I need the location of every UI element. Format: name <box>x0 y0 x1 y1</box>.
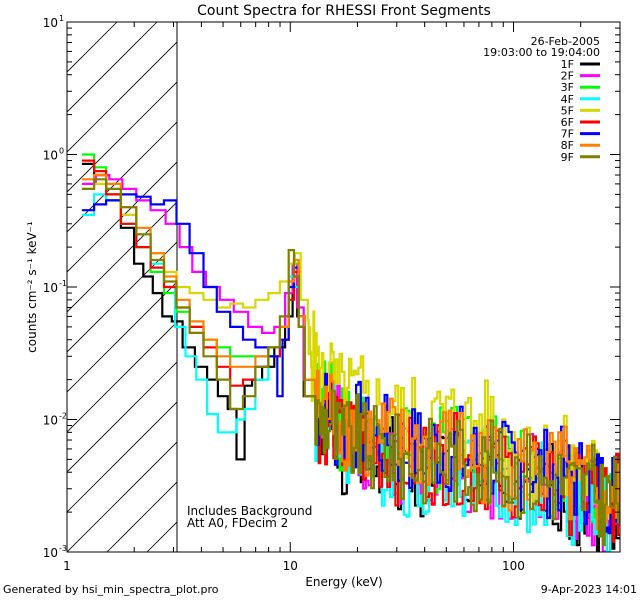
y-tick-label: 10 <box>43 16 58 30</box>
y-tick-label: 10 <box>43 414 58 428</box>
chart-title: Count Spectra for RHESSI Front Segments <box>197 3 491 19</box>
hatch-line <box>67 401 177 513</box>
x-tick-label: 100 <box>502 559 525 573</box>
legend-label-5F: 5F <box>561 104 574 117</box>
series-layer <box>81 153 620 552</box>
hatch-line <box>67 41 177 153</box>
annotation-background: Includes Background <box>187 504 312 518</box>
legend-label-8F: 8F <box>561 139 574 152</box>
legend-time-range: 19:03:00 to 19:04:00 <box>483 46 600 59</box>
plot-frame <box>66 21 621 553</box>
hatch-line <box>67 22 158 113</box>
x-tick-label: 10 <box>283 559 298 573</box>
y-tick-label: 10 <box>43 546 58 560</box>
hatch-line <box>67 241 177 353</box>
legend-label-2F: 2F <box>561 70 574 83</box>
x-tick-labels: 1 10 100 <box>63 559 525 573</box>
footer-generated-by: Generated by hsi_min_spectra_plot.pro <box>3 583 219 596</box>
y-axis-label: counts cm⁻² s⁻¹ keV⁻¹ <box>25 221 39 353</box>
legend-label-3F: 3F <box>561 81 574 94</box>
annotation-attenuator: Att A0, FDecim 2 <box>187 516 288 530</box>
axis-ticks <box>66 22 621 553</box>
hatch-line <box>67 201 177 313</box>
y-tick-exponent: 1 <box>59 14 64 23</box>
hatch-line <box>67 81 177 193</box>
hatch-line <box>67 441 177 552</box>
legend-label-6F: 6F <box>561 116 574 129</box>
series-line-9F <box>81 178 620 547</box>
legend-label-4F: 4F <box>561 93 574 106</box>
x-axis-label: Energy (keV) <box>305 575 382 589</box>
y-tick-label: 10 <box>43 149 58 163</box>
legend-label-7F: 7F <box>561 128 574 141</box>
y-tick-label: 10 <box>43 281 58 295</box>
x-tick-label: 1 <box>63 559 71 573</box>
hatch-line <box>67 121 177 233</box>
y-tick-exponent: -1 <box>59 279 67 288</box>
legend-label-1F: 1F <box>561 58 574 71</box>
y-tick-exponent: -3 <box>59 544 67 553</box>
footer-timestamp: 9-Apr-2023 14:01 <box>540 583 637 596</box>
hatch-line <box>67 361 177 473</box>
y-tick-exponent: 0 <box>59 147 64 156</box>
y-tick-exponent: -2 <box>59 412 67 421</box>
legend-date: 26-Feb-2005 <box>531 35 600 48</box>
legend-label-9F: 9F <box>561 151 574 164</box>
